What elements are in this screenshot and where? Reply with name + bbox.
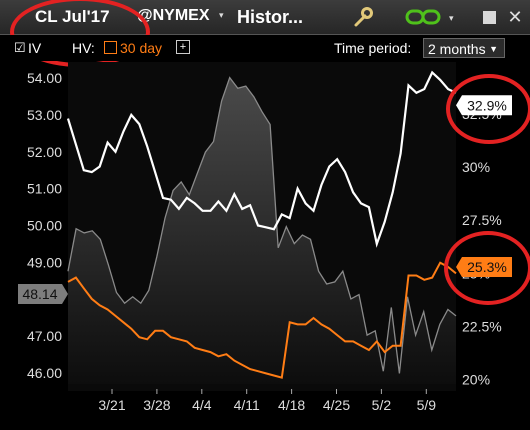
x-tick-label: 4/11: [234, 397, 260, 413]
x-tick-label: 5/2: [372, 397, 392, 413]
chevron-down-icon: ▼: [489, 44, 498, 54]
exchange-label[interactable]: @NYMEX: [137, 7, 210, 24]
options-toolbar: ☑ IV HV: 30 day + Time period: 2 months …: [0, 35, 530, 61]
iv-area: [68, 77, 456, 384]
price-volatility-chart[interactable]: 54.0053.0052.0051.0050.0049.0048.0047.00…: [0, 62, 530, 425]
x-axis: 3/21 3/28 4/4 4/11 4/18 4/25 5/2 5/9: [98, 389, 436, 413]
close-icon[interactable]: ✕: [507, 6, 523, 27]
x-tick-label: 4/18: [278, 397, 305, 413]
price-tag-label: 48.14: [22, 286, 57, 302]
highlight-circle: [446, 74, 530, 144]
y-right-tick-label: 20%: [462, 372, 490, 388]
y-left-tick-label: 50.00: [27, 218, 62, 234]
y-left-tick-label: 51.00: [27, 181, 62, 197]
price-tag: [18, 284, 68, 305]
time-period-value: 2 months: [428, 41, 486, 57]
y-left-tick-label: 53.00: [27, 107, 62, 123]
hv-period-label[interactable]: 30 day: [120, 40, 163, 56]
y-left-tick-label: 46.00: [27, 365, 62, 381]
highlight-circle: [444, 231, 530, 305]
y-left-tick-label: 47.00: [27, 328, 62, 344]
iv-label: IV: [28, 40, 42, 56]
y-right-tick-label: 22.5%: [462, 319, 502, 335]
exchange-dropdown-icon[interactable]: ▾: [219, 10, 224, 20]
time-period-select[interactable]: 2 months ▼: [423, 38, 505, 58]
window-title: Histor...: [237, 7, 304, 27]
link-dropdown-icon[interactable]: ▾: [449, 13, 454, 23]
hv-label: HV:: [72, 40, 95, 56]
price-line: [66, 70, 457, 248]
wrench-icon[interactable]: [349, 5, 377, 29]
time-period-label: Time period:: [334, 40, 412, 56]
hv-checkbox[interactable]: [104, 41, 117, 54]
y-left-tick-label: 49.00: [27, 254, 62, 270]
restore-window-icon[interactable]: [479, 5, 499, 29]
x-tick-label: 4/25: [323, 397, 350, 413]
y-right-tick-label: 30%: [462, 159, 490, 175]
left-axis: 54.0053.0052.0051.0050.0049.0048.0047.00…: [27, 70, 62, 381]
iv-line: [67, 76, 457, 374]
y-right-tick-label: 27.5%: [462, 212, 502, 228]
hv-line: [67, 261, 457, 379]
iv-checkbox-icon[interactable]: ☑: [14, 40, 26, 55]
x-tick-label: 5/9: [417, 397, 437, 413]
x-tick-label: 4/4: [192, 397, 212, 413]
y-left-tick-label: 52.00: [27, 144, 62, 160]
chart-area[interactable]: 54.0053.0052.0051.0050.0049.0048.0047.00…: [0, 62, 530, 425]
y-left-tick-label: 54.00: [27, 70, 62, 86]
add-indicator-button[interactable]: +: [176, 40, 190, 54]
x-tick-label: 3/21: [98, 397, 125, 413]
x-tick-label: 3/28: [143, 397, 170, 413]
link-chain-icon[interactable]: [398, 5, 448, 29]
